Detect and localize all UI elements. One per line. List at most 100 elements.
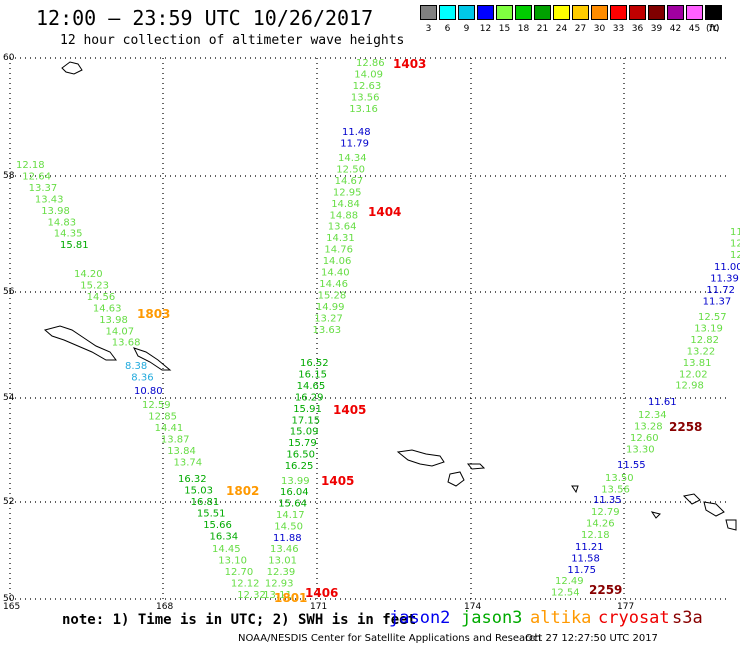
legend-swatch (477, 5, 494, 20)
coastline (682, 493, 701, 505)
wave-height-reading: 14.09 (354, 70, 383, 81)
wave-height-reading: 12.02 (679, 369, 708, 380)
wave-height-reading: 14.35 (54, 229, 83, 240)
legend-swatch (610, 5, 627, 20)
coastline (725, 519, 737, 531)
wave-height-reading: 15.23 (80, 280, 109, 291)
coastline (571, 485, 579, 494)
map-title: 12:00 – 23:59 UTC 10/26/2017 (36, 6, 374, 30)
legend-unit: (ft) (706, 24, 720, 34)
wave-height-reading: 12.64 (22, 171, 51, 182)
wave-height-reading: 16.32 (178, 474, 207, 485)
wave-height-reading: 11.88 (273, 533, 302, 544)
wave-height-reading: 12.59 (142, 400, 171, 411)
satellite-altika: altika (530, 608, 592, 628)
wave-height-reading: 14.40 (321, 268, 350, 279)
wave-height-reading: 15.51 (197, 508, 226, 519)
wave-height-reading: 13.11 (263, 590, 292, 601)
pass-time-label: 1405 (333, 403, 366, 417)
wave-height-reading: 16.52 (300, 358, 329, 369)
longitude-label: 165 (3, 602, 20, 612)
wave-height-reading: 13.87 (161, 434, 190, 445)
wave-height-reading: 12.98 (675, 381, 704, 392)
wave-height-reading: 12.12 (231, 578, 260, 589)
wave-height-reading: 12.85 (148, 411, 177, 422)
wave-height-reading: 13.81 (683, 358, 712, 369)
wave-height-reading: 16.25 (285, 461, 314, 472)
wave-height-reading: 12.95 (333, 187, 362, 198)
legend-swatch (515, 5, 532, 20)
wave-height-reading: 15.03 (184, 485, 213, 496)
wave-height-reading: 11.39 (710, 273, 739, 284)
pass-time-label: 1405 (321, 474, 354, 488)
wave-height-reading: 12.18 (16, 160, 45, 171)
wave-height-reading: 16.34 (210, 531, 239, 542)
wave-height-reading: 13.63 (313, 325, 342, 336)
wave-height-reading: 14.50 (274, 522, 303, 533)
wave-height-reading: 11 (730, 227, 740, 238)
wave-height-reading: 12.18 (581, 530, 610, 541)
latitude-label: 58 (3, 171, 15, 181)
wave-height-reading: 13.16 (349, 104, 378, 115)
wave-height-reading: 14.76 (324, 245, 353, 256)
wave-height-reading: 12.63 (353, 81, 382, 92)
wave-height-reading: 12.93 (265, 578, 294, 589)
wave-height-reading: 15.91 (293, 404, 322, 415)
satellite-jason3: jason3 (461, 608, 523, 628)
wave-height-reading: 11.00 (714, 262, 740, 273)
latitude-label: 60 (3, 53, 15, 63)
satellite-cryosat: cryosat (598, 608, 670, 628)
pass-time-label: 1802 (226, 484, 259, 498)
pass-time-label: 1803 (137, 307, 170, 321)
map-subtitle: 12 hour collection of altimeter wave hei… (60, 33, 405, 48)
legend-swatch (705, 5, 722, 20)
wave-height-reading: 12.0 (730, 250, 740, 261)
satellite-s3a: s3a (672, 608, 703, 628)
wave-height-reading: 16.81 (191, 497, 220, 508)
wave-height-reading: 12.57 (698, 312, 727, 323)
coastline (43, 325, 117, 361)
coastline (447, 471, 465, 487)
legend-swatch (591, 5, 608, 20)
legend-swatch-label: 45 (688, 24, 701, 34)
wave-height-reading: 13.68 (112, 338, 141, 349)
coastline (396, 449, 445, 467)
legend-swatch-label: 42 (669, 24, 682, 34)
wave-height-reading: 16.29 (295, 392, 324, 403)
wave-height-reading: 12.34 (638, 410, 667, 421)
coastlines (43, 61, 737, 531)
wave-height-reading: 14.26 (586, 519, 615, 530)
wave-height-reading: 11.37 (703, 296, 732, 307)
wave-height-reading: 13.28 (634, 421, 663, 432)
wave-height-reading: 13.46 (270, 544, 299, 555)
wave-height-reading: 14.67 (335, 176, 364, 187)
wave-height-reading: 16.50 (286, 450, 315, 461)
wave-height-reading: 14.46 (319, 279, 348, 290)
legend-swatch-label: 15 (498, 24, 511, 34)
wave-height-reading: 14.41 (155, 423, 184, 434)
coastline (133, 347, 172, 371)
satellite-jason2: jason2 (389, 608, 451, 628)
legend-swatch-label: 36 (631, 24, 644, 34)
wave-height-reading: 14.99 (316, 302, 345, 313)
legend-swatch (553, 5, 570, 20)
wave-height-reading: 11.79 (340, 138, 369, 149)
wave-height-reading: 17.15 (292, 415, 321, 426)
legend-swatch-label: 33 (612, 24, 625, 34)
wave-height-reading: 14.31 (326, 233, 355, 244)
wave-height-reading: 13.50 (605, 473, 634, 484)
legend-swatch (439, 5, 456, 20)
wave-height-reading: 13.27 (314, 313, 343, 324)
wave-height-reading: 13.64 (328, 222, 357, 233)
wave-height-reading: 11.55 (617, 460, 646, 471)
legend-swatch (496, 5, 513, 20)
credit-line: NOAA/NESDIS Center for Satellite Applica… (238, 633, 541, 644)
pass-time-label: 1404 (368, 205, 401, 219)
wave-height-reading: 13.37 (29, 183, 58, 194)
legend-swatch (572, 5, 589, 20)
latitude-label: 56 (3, 287, 15, 297)
wave-height-reading: 14.83 (48, 217, 77, 228)
wave-height-reading: 14.07 (106, 326, 135, 337)
